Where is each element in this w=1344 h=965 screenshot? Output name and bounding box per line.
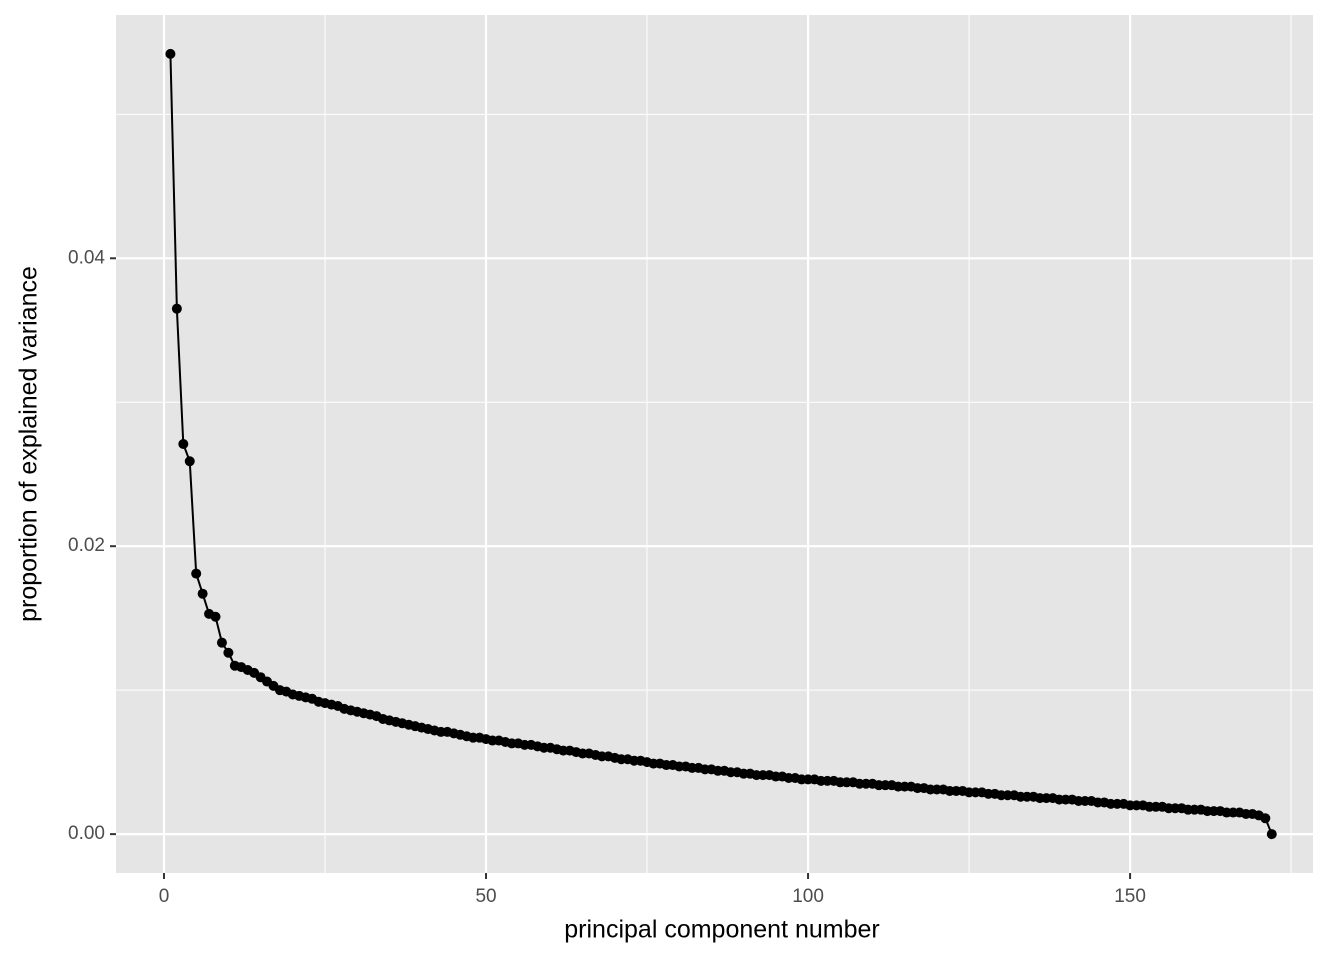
point bbox=[184, 456, 195, 467]
x-tick-label: 50 bbox=[475, 886, 496, 907]
point bbox=[210, 611, 221, 622]
x-axis-title: principal component number bbox=[564, 916, 879, 944]
y-tick-label: 0.04 bbox=[68, 247, 105, 268]
point bbox=[171, 303, 182, 314]
point bbox=[165, 48, 176, 59]
point bbox=[1266, 829, 1277, 840]
x-tick-label: 0 bbox=[159, 886, 170, 907]
point bbox=[216, 637, 227, 648]
y-tick-label: 0.02 bbox=[68, 535, 105, 556]
x-tick-label: 150 bbox=[1114, 886, 1146, 907]
point bbox=[191, 568, 202, 579]
point bbox=[223, 647, 234, 658]
point bbox=[197, 588, 208, 599]
point bbox=[178, 439, 189, 449]
point bbox=[1260, 813, 1271, 824]
panel bbox=[116, 15, 1313, 873]
y-tick-label: 0.00 bbox=[68, 823, 105, 844]
x-tick-label: 100 bbox=[792, 886, 824, 907]
y-axis-title: proportion of explained variance bbox=[15, 266, 43, 622]
